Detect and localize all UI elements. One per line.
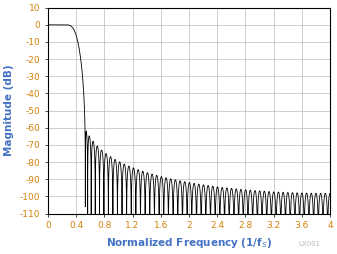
X-axis label: Normalized Frequency (1/f$_S$): Normalized Frequency (1/f$_S$) <box>106 236 272 250</box>
Y-axis label: Magnitude (dB): Magnitude (dB) <box>4 65 14 156</box>
Text: LX001: LX001 <box>298 241 320 247</box>
